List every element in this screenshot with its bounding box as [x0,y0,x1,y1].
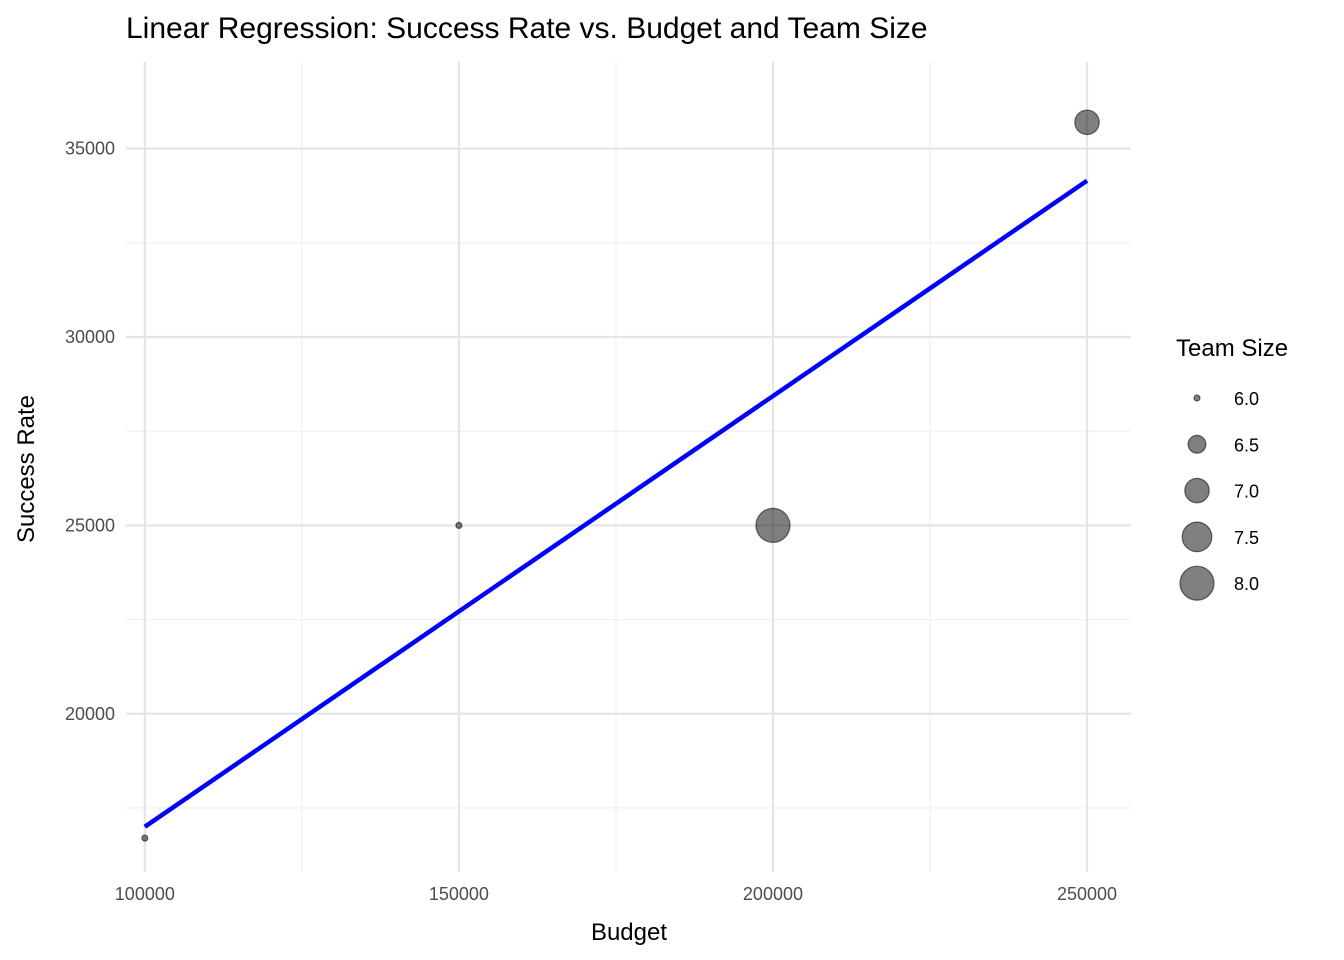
legend: Team Size 6.0 6.5 7.0 7.5 8.0 [1176,335,1288,601]
y-tick-label: 35000 [65,139,115,159]
legend-label: 6.5 [1234,435,1259,455]
y-tick-label: 30000 [65,327,115,347]
legend-label: 7.5 [1234,528,1259,548]
y-axis-ticks: 20000 25000 30000 35000 [65,139,115,724]
x-tick-label: 100000 [115,884,175,904]
legend-label: 8.0 [1234,574,1259,594]
data-point [141,834,149,842]
chart-title: Linear Regression: Success Rate vs. Budg… [126,12,928,45]
x-axis-ticks: 100000 150000 200000 250000 [115,884,1117,904]
legend-title: Team Size [1176,335,1288,362]
regression-line-layer [143,178,1089,829]
x-tick-label: 200000 [743,884,803,904]
x-axis-title: Budget [591,919,667,946]
legend-label: 7.0 [1234,482,1259,502]
regression-line [143,178,1089,829]
data-point [455,521,463,529]
legend-key-circle [1181,521,1213,553]
data-point [1074,109,1100,136]
data-points [141,109,1100,842]
y-tick-label: 25000 [65,515,115,535]
y-axis-title: Success Rate [13,395,40,543]
legend-key-circle [1179,565,1215,601]
x-tick-label: 150000 [429,884,489,904]
legend-key-circle [1193,394,1201,402]
legend-key-circle [1184,477,1210,504]
grid-lines [126,62,1131,872]
x-tick-label: 250000 [1057,884,1117,904]
data-point [755,507,791,543]
legend-key-circle [1187,434,1207,454]
y-tick-label: 20000 [65,704,115,724]
legend-entries: 6.0 6.5 7.0 7.5 8.0 [1179,389,1259,601]
legend-label: 6.0 [1234,389,1259,409]
